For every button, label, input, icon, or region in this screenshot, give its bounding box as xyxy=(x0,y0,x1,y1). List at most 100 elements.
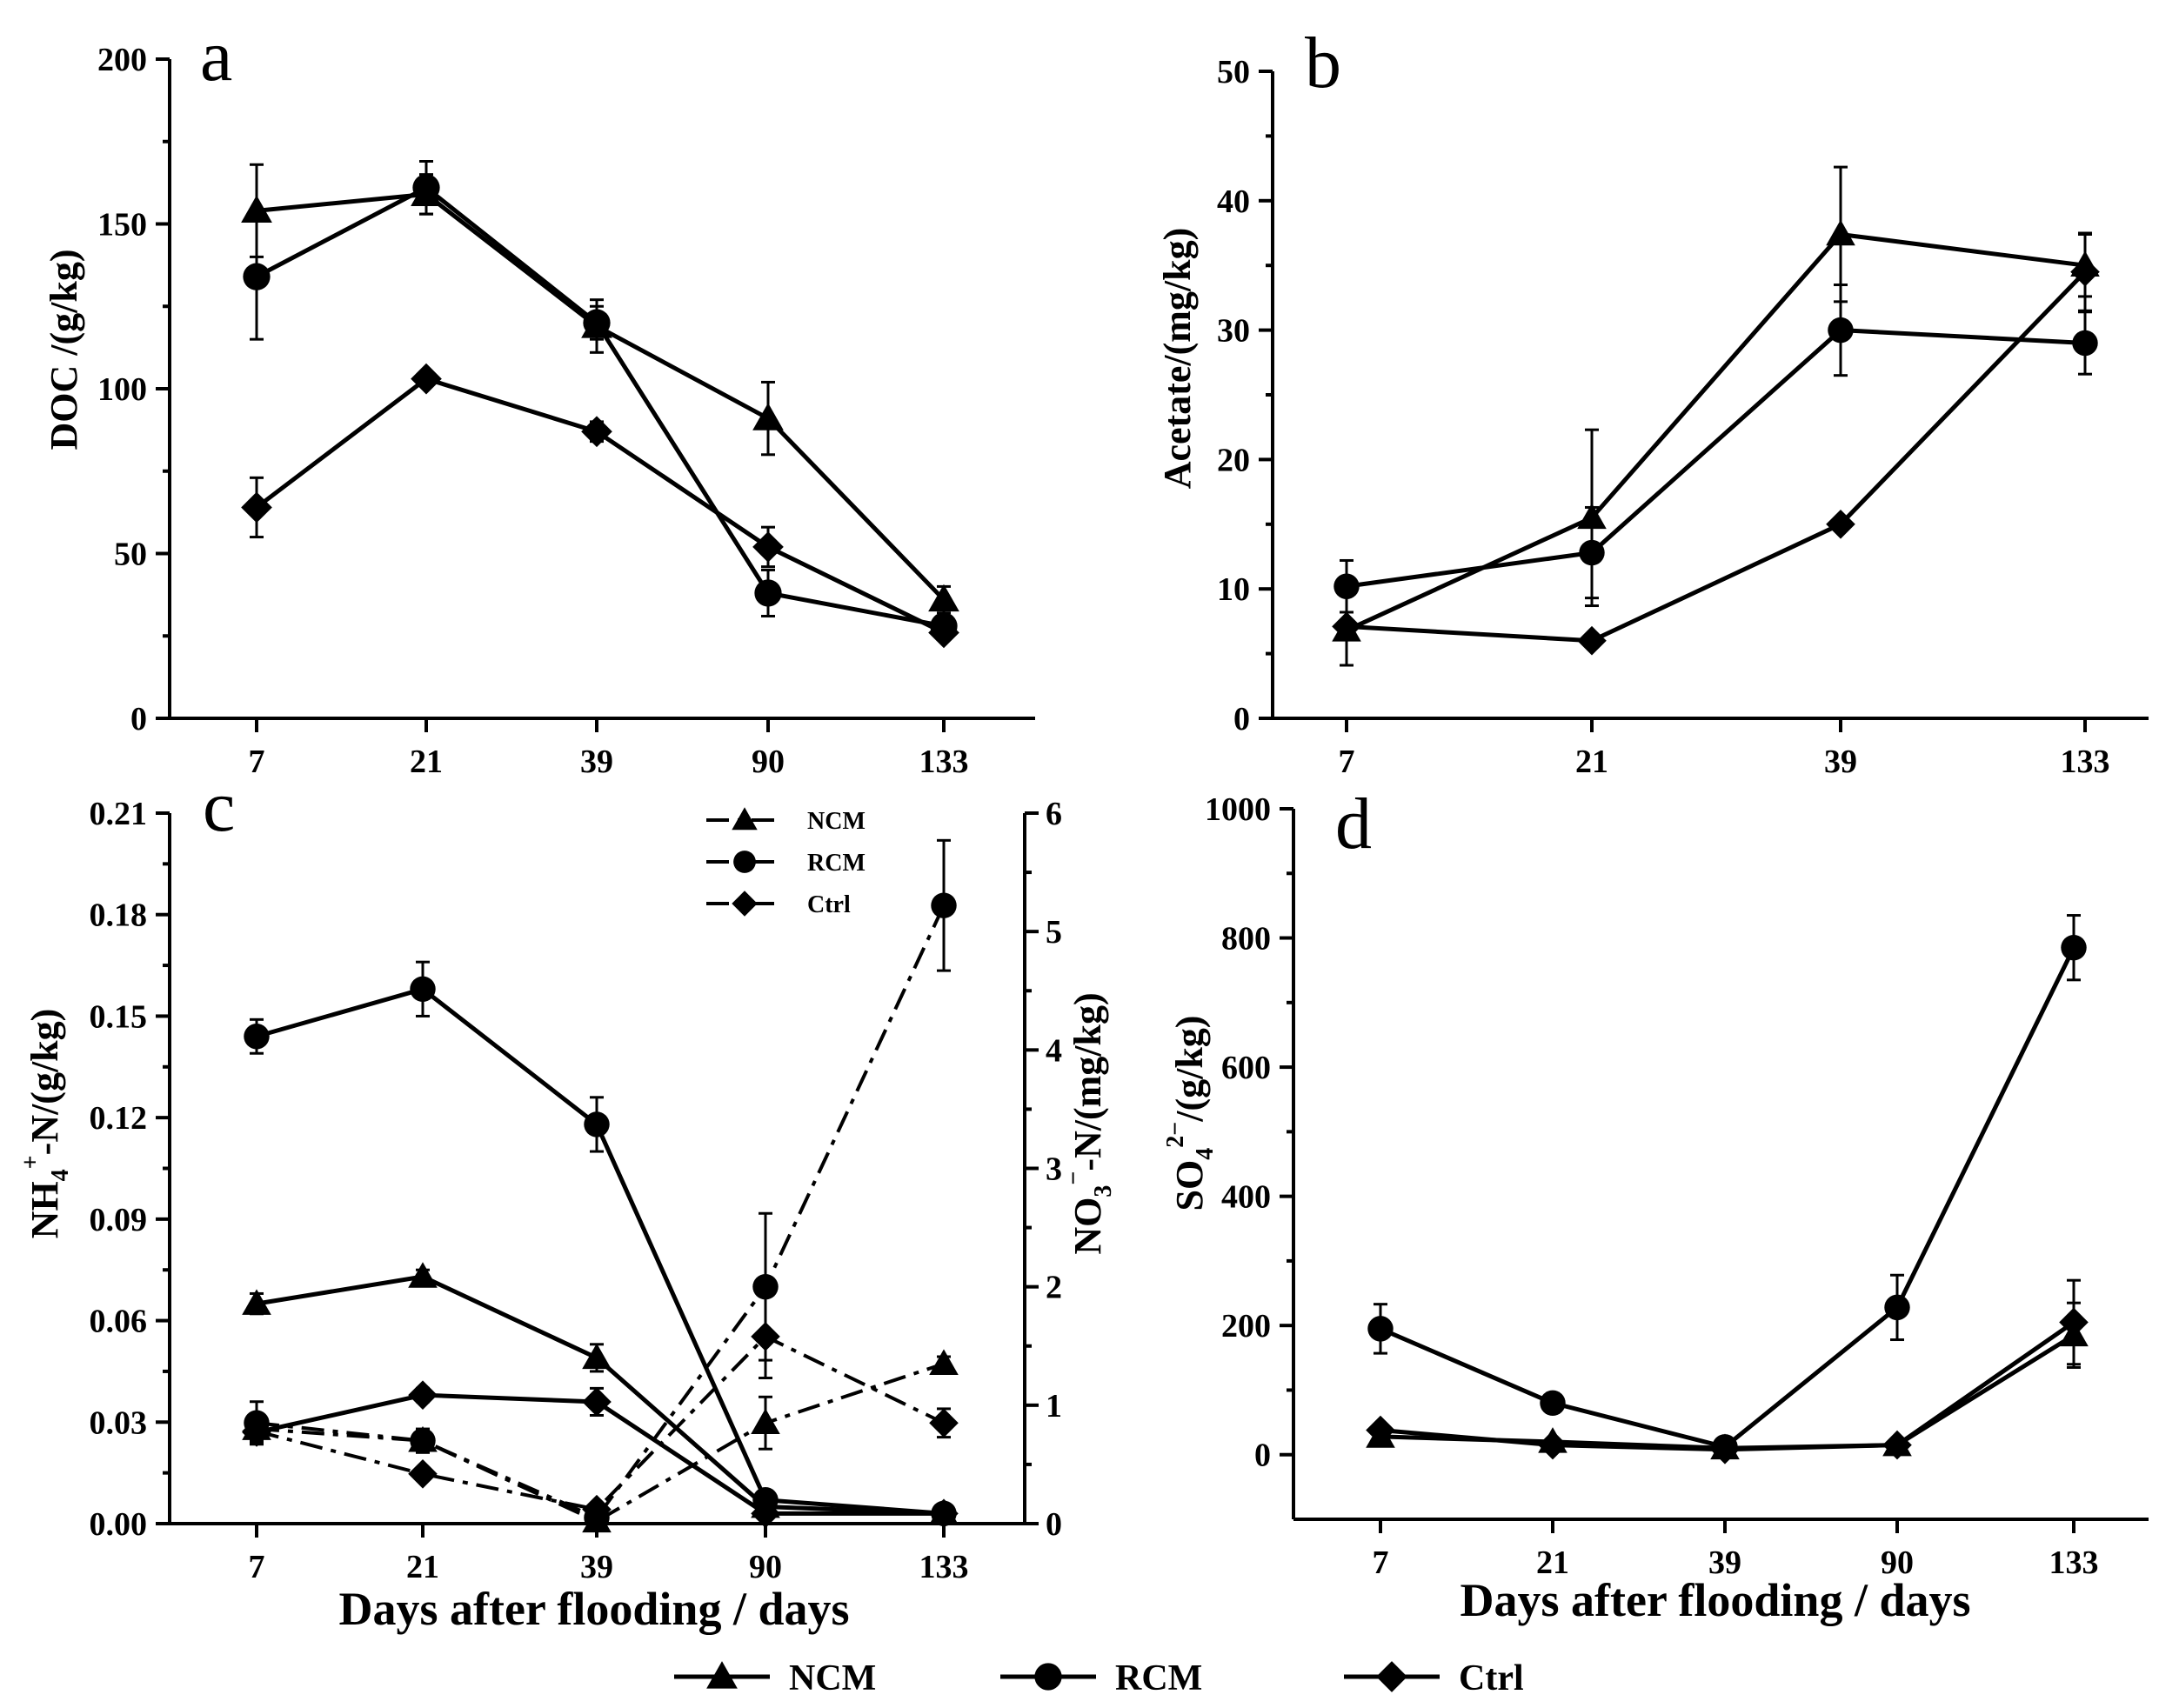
panel-d-sulfate-chart: d SO42−/(g/kg) Days after flooding / day… xyxy=(1162,784,2149,1626)
panel-b-xtick-label: 39 xyxy=(1824,744,1857,780)
panel-c-point-ctrl xyxy=(408,1380,438,1410)
panel-a-point-rcm xyxy=(754,579,782,607)
panel-b-point-rcm xyxy=(1579,539,1605,566)
panel-c-point-rcm xyxy=(584,1111,610,1138)
panel-c-ytick-label: 0.15 xyxy=(90,998,148,1035)
inset-legend-ctrl-marker xyxy=(732,891,758,917)
panel-b-ytick-label: 10 xyxy=(1217,571,1250,608)
panel-d-xtick-label: 39 xyxy=(1708,1545,1741,1581)
panel-c-y2tick-label: 0 xyxy=(1046,1506,1062,1543)
panel-a-series-ncm-line xyxy=(256,191,946,602)
panel-c-xtick-label: 90 xyxy=(749,1549,782,1585)
panel-a-point-ctrl xyxy=(928,617,959,649)
panel-d-point-ctrl xyxy=(1882,1430,1912,1460)
panel-b-ytick-label: 40 xyxy=(1217,183,1250,220)
panel-b-point-ctrl xyxy=(1332,611,1361,642)
figure-legend: NCM RCM Ctrl xyxy=(674,1658,1524,1698)
panel-b-point-rcm xyxy=(1828,317,1854,344)
panel-d-series-ncm-line xyxy=(1380,1333,2075,1451)
panel-c-ytick-label: 0.06 xyxy=(90,1304,148,1340)
legend-ncm-marker xyxy=(706,1661,738,1689)
panel-d-xtick-label: 133 xyxy=(2049,1545,2099,1581)
panel-c-series-ncm-line xyxy=(256,1362,945,1524)
panel-b-xtick-label: 133 xyxy=(2061,744,2110,780)
panel-a-ytick-label: 150 xyxy=(97,207,147,244)
panel-b-point-ncm xyxy=(1826,219,1855,246)
panel-c-point-rcm xyxy=(752,1273,779,1300)
panel-c-ytick-label: 0.03 xyxy=(90,1404,148,1441)
panel-b-label: b xyxy=(1305,23,1341,103)
panel-d-point-ctrl xyxy=(1710,1434,1740,1464)
panel-b-acetate-chart: b Acetate/(mg/kg) 0 10 20 30 40 50 7 21 39 133 xyxy=(1156,23,2149,780)
panel-c-point-ctrl xyxy=(582,1387,612,1417)
panel-d-ytick-label: 0 xyxy=(1254,1438,1271,1474)
panel-b-point-ctrl xyxy=(1577,625,1607,656)
inset-legend-ctrl-label: Ctrl xyxy=(807,891,851,918)
panel-d-ytick-label: 400 xyxy=(1221,1179,1271,1216)
panel-c-inset-legend: NCM RCM Ctrl xyxy=(706,807,866,918)
panel-c-ytick-label: 0.18 xyxy=(90,897,148,934)
panel-d-ytick-label: 1000 xyxy=(1205,791,1271,828)
inset-legend-ncm-label: NCM xyxy=(807,808,866,835)
inset-legend-ncm-marker xyxy=(732,807,758,831)
panel-c-nitrogen-chart: c NH4+-N/(g/kg) NO3−-N/(mg/kg) Days afte… xyxy=(17,766,1117,1635)
panel-d-series-ctrl-line xyxy=(1380,1320,2075,1452)
panel-a-xtick-label: 90 xyxy=(752,744,785,780)
panel-d-point-ctrl xyxy=(2059,1307,2089,1338)
panel-c-ytick-label: 0.09 xyxy=(90,1202,148,1238)
panel-a-ytick-label: 100 xyxy=(97,371,147,408)
svg-text:SO42−/(g/kg): SO42−/(g/kg) xyxy=(1162,1016,1219,1211)
panel-a-point-ctrl xyxy=(241,491,272,524)
panel-b-point-ctrl xyxy=(2070,257,2100,287)
panel-c-y2label: NO3−-N/(mg/kg) xyxy=(1060,992,1117,1254)
panel-d-point-rcm xyxy=(2061,934,2087,961)
panel-c-y2tick-label: 5 xyxy=(1046,914,1062,951)
panel-b-point-rcm xyxy=(2072,330,2098,357)
panel-c-point-ncm xyxy=(408,1262,438,1288)
inset-legend-rcm-marker xyxy=(733,851,756,873)
panel-c-xtick-label: 133 xyxy=(919,1549,969,1585)
panel-a-series-rcm-line xyxy=(255,184,945,629)
legend-rcm-label: RCM xyxy=(1115,1658,1202,1698)
panel-a-point-ctrl xyxy=(752,531,784,563)
panel-a-point-rcm xyxy=(583,309,611,337)
panel-d-xtick-label: 21 xyxy=(1536,1545,1569,1581)
legend-ctrl-label: Ctrl xyxy=(1459,1658,1524,1698)
panel-d-ylabel: SO42−/(g/kg) xyxy=(1162,1016,1219,1211)
panel-a-ytick-label: 0 xyxy=(130,701,147,737)
panel-d-ytick-label: 800 xyxy=(1221,921,1271,957)
inset-legend-rcm-label: RCM xyxy=(807,850,866,877)
panel-b-ylabel: Acetate/(mg/kg) xyxy=(1156,228,1199,490)
panel-a-xtick-label: 39 xyxy=(580,744,613,780)
panel-b-ytick-label: 0 xyxy=(1233,701,1250,737)
panel-c-y2tick-label: 1 xyxy=(1046,1388,1062,1424)
panel-c-ytick-label: 0.21 xyxy=(90,796,148,832)
panel-c-point-ncm xyxy=(929,1349,959,1375)
panel-c-point-ncm xyxy=(242,1289,271,1315)
panel-c-point-ctrl xyxy=(408,1459,438,1489)
panel-a-point-rcm xyxy=(243,263,271,290)
panel-b-ytick-label: 50 xyxy=(1217,54,1250,90)
panel-d-label: d xyxy=(1335,784,1372,864)
panel-b-xtick-label: 7 xyxy=(1339,744,1355,780)
panel-d-series-rcm-line xyxy=(1380,946,2076,1450)
panel-d-point-ctrl xyxy=(1538,1430,1567,1460)
panel-d-xtick-label: 7 xyxy=(1373,1545,1389,1581)
panel-c-point-ncm xyxy=(751,1408,780,1435)
panel-a-series-ctrl-line xyxy=(255,376,946,635)
panel-c-point-ctrl xyxy=(751,1322,780,1351)
panel-c-y2tick-label: 2 xyxy=(1046,1270,1062,1306)
panel-a-point-ncm xyxy=(928,584,959,612)
panel-c-y2tick-label: 4 xyxy=(1046,1032,1062,1069)
panel-c-point-ctrl xyxy=(929,1408,959,1438)
panel-a-point-ctrl xyxy=(411,363,442,395)
legend-rcm-marker xyxy=(1034,1663,1062,1691)
panel-c-point-ctrl xyxy=(751,1498,780,1529)
panel-d-ytick-label: 200 xyxy=(1221,1308,1271,1344)
panel-c-xtick-label: 7 xyxy=(249,1549,265,1585)
panel-a-xtick-label: 7 xyxy=(249,744,265,780)
panel-c-point-rcm xyxy=(244,1024,270,1050)
panel-a-doc-chart: a DOC /(g/kg) 0 50 100 150 200 7 21 39 90 133 xyxy=(43,16,1035,780)
panel-c-series-rcm-line xyxy=(256,904,946,1520)
